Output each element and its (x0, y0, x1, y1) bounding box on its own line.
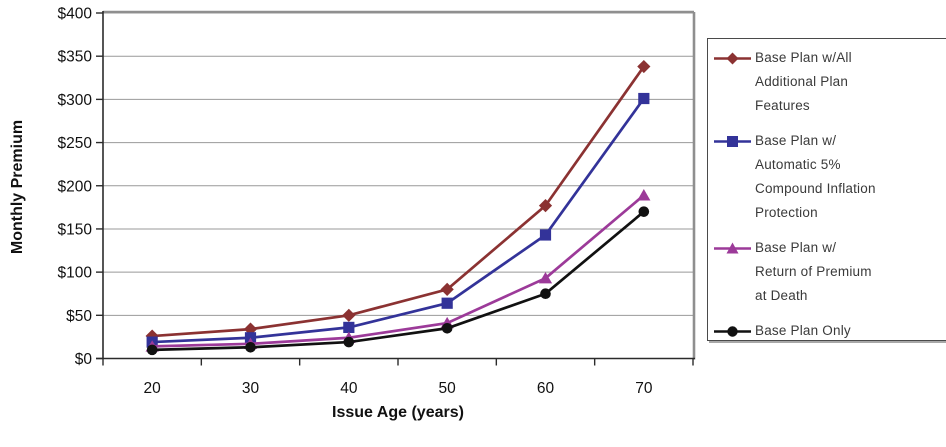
series-line-diamond (152, 65, 645, 338)
series-line-triangle (152, 194, 645, 348)
diamond-marker (440, 282, 454, 296)
square-marker (539, 229, 552, 241)
legend-entry: Base Plan Only (713, 319, 946, 344)
y-tick-label: $0 (75, 351, 93, 368)
square-marker (638, 92, 650, 105)
diamond-marker (538, 199, 553, 213)
square-marker (343, 321, 355, 334)
triangle-legend-icon (713, 236, 755, 261)
legend: Base Plan w/All Additional Plan Features Ba… (707, 38, 946, 341)
legend-label: Base Plan w/Automatic 5% Compound Inflati… (755, 133, 876, 220)
y-tick-label: $100 (58, 265, 93, 282)
x-tick-label: 70 (635, 380, 653, 397)
diamond-marker (342, 308, 356, 322)
circle-marker (146, 344, 158, 356)
legend-entry: Base Plan w/Automatic 5% Compound Inflati… (713, 129, 946, 225)
diamond-marker (637, 59, 651, 74)
square-legend-icon (713, 129, 755, 154)
circle-marker (540, 288, 551, 300)
circle-marker (441, 322, 453, 334)
triangle-marker (637, 189, 651, 201)
x-tick-label: 60 (537, 380, 555, 397)
y-tick-label: $150 (58, 221, 93, 238)
x-tick-label: 30 (242, 380, 260, 397)
diamond-legend-icon (713, 46, 755, 71)
legend-label: Base Plan w/Return of Premium at Death (755, 240, 872, 303)
y-tick-label: $250 (58, 135, 93, 152)
legend-label: Base Plan w/All Additional Plan Features (755, 50, 852, 113)
x-tick-label: 50 (439, 380, 457, 397)
y-tick-label: $300 (58, 92, 93, 109)
y-tick-label: $50 (66, 308, 92, 325)
x-tick-label: 20 (144, 380, 162, 397)
square-marker (441, 297, 453, 309)
y-tick-label: $200 (58, 178, 93, 195)
series-line-circle (152, 210, 645, 352)
circle-marker (245, 341, 256, 353)
y-tick-label: $350 (58, 49, 93, 66)
x-tick-label: 40 (340, 380, 358, 397)
y-tick-label: $400 (58, 6, 93, 23)
x-axis-title: Issue Age (years) (332, 404, 464, 421)
circle-legend-icon (713, 319, 755, 344)
triangle-marker (538, 271, 553, 284)
legend-entry: Base Plan w/Return of Premium at Death (713, 236, 946, 308)
legend-entry: Base Plan w/All Additional Plan Features (713, 46, 946, 118)
legend-label: Base Plan Only (755, 323, 851, 338)
circle-marker (638, 206, 650, 217)
circle-marker (343, 336, 355, 348)
series-line-square (152, 97, 645, 344)
